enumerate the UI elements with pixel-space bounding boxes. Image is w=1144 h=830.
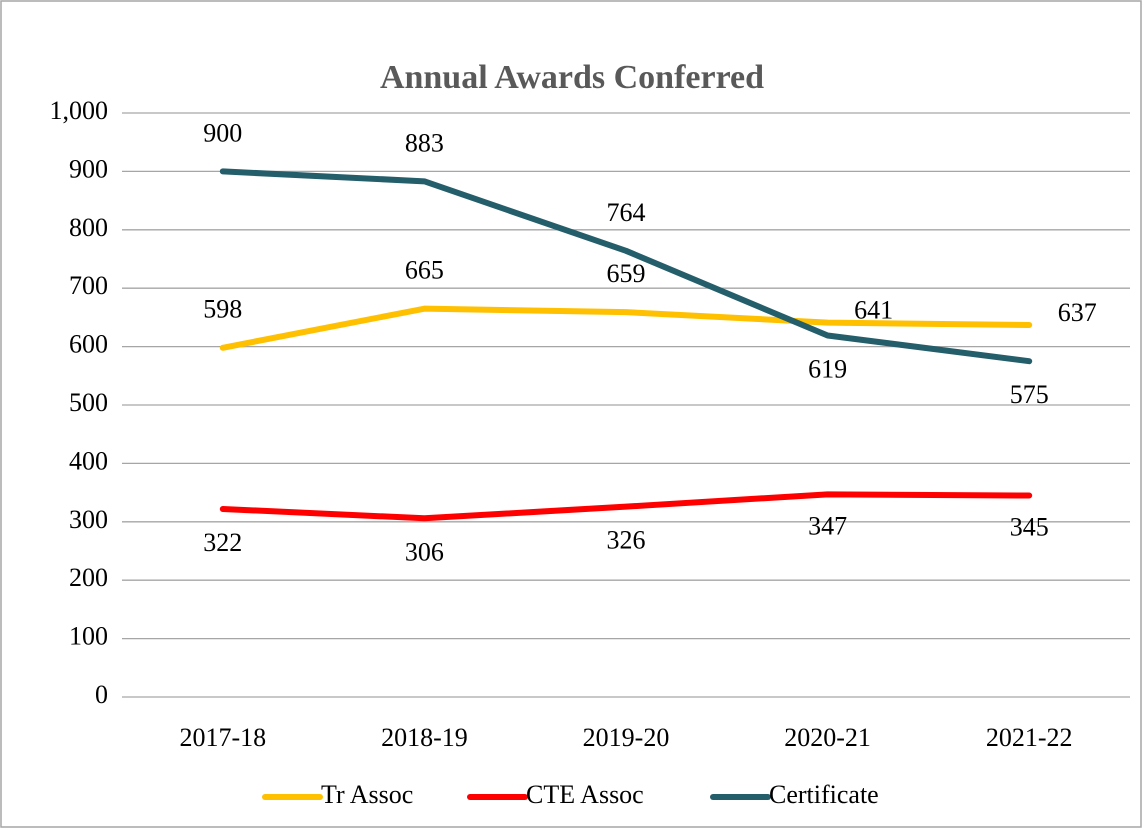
data-label: 764 bbox=[607, 198, 646, 227]
y-tick-label: 300 bbox=[69, 505, 108, 534]
data-label: 619 bbox=[808, 354, 847, 383]
data-label: 665 bbox=[405, 256, 444, 285]
data-label: 641 bbox=[854, 296, 893, 325]
data-label: 322 bbox=[203, 528, 242, 557]
legend-label: CTE Assoc bbox=[526, 780, 644, 809]
data-label: 345 bbox=[1010, 512, 1049, 541]
x-tick-label: 2019-20 bbox=[583, 723, 670, 752]
line-series bbox=[219, 168, 1033, 365]
data-label: 883 bbox=[405, 128, 444, 157]
line-series bbox=[219, 305, 1033, 351]
y-tick-label: 700 bbox=[69, 271, 108, 300]
data-label: 575 bbox=[1010, 380, 1049, 409]
y-tick-label: 800 bbox=[69, 213, 108, 242]
data-label: 598 bbox=[203, 295, 242, 324]
x-tick-label: 2018-19 bbox=[381, 723, 468, 752]
y-tick-label: 200 bbox=[69, 563, 108, 592]
y-tick-label: 900 bbox=[69, 154, 108, 183]
y-tick-label: 500 bbox=[69, 388, 108, 417]
y-tick-label: 400 bbox=[69, 446, 108, 475]
data-label: 306 bbox=[405, 537, 444, 566]
legend-label: Tr Assoc bbox=[321, 780, 413, 809]
x-tick-label: 2020-21 bbox=[784, 723, 871, 752]
y-tick-label: 0 bbox=[95, 680, 108, 709]
y-tick-label: 100 bbox=[69, 622, 108, 651]
y-tick-label: 600 bbox=[69, 330, 108, 359]
data-label: 637 bbox=[1058, 298, 1097, 327]
data-label: 347 bbox=[808, 511, 847, 540]
y-tick-label: 1,000 bbox=[50, 96, 109, 125]
data-label: 900 bbox=[203, 118, 242, 147]
data-label: 659 bbox=[607, 259, 646, 288]
line-series bbox=[219, 491, 1033, 522]
x-tick-label: 2021-22 bbox=[986, 723, 1073, 752]
chart-title: Annual Awards Conferred bbox=[380, 59, 764, 96]
x-tick-label: 2017-18 bbox=[179, 723, 266, 752]
legend-label: Certificate bbox=[769, 780, 879, 809]
data-label: 326 bbox=[607, 526, 646, 555]
